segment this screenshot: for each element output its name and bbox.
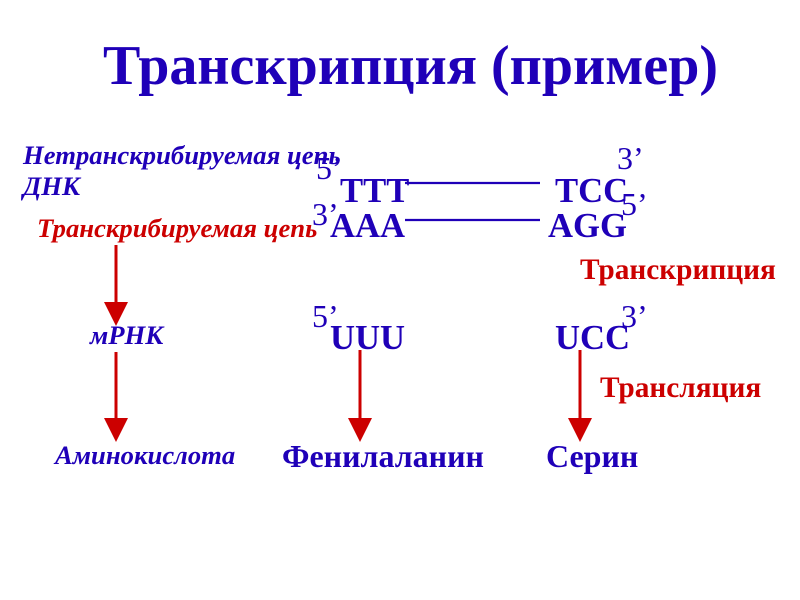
codon-ttt: TTT	[340, 172, 409, 211]
label-translation: Трансляция	[600, 372, 761, 405]
prime-5-top-left: 5’	[316, 150, 343, 187]
codon-aaa: AAA	[330, 207, 405, 246]
codon-tcc: TCC	[555, 172, 628, 211]
page-title: Транскрипция (пример)	[103, 34, 718, 98]
prime-3-mid-left: 3’	[312, 196, 339, 233]
label-nontranscribed-line1: Нетранскрибируемая цепь	[23, 140, 341, 170]
label-transcribed: Транскрибируемая цепь	[37, 213, 317, 244]
codon-uuu: UUU	[330, 319, 405, 358]
label-mrna: мРНК	[90, 320, 163, 351]
aa-serine: Серин	[546, 438, 638, 475]
prime-5-mid-right: 5’	[621, 186, 648, 223]
label-nontranscribed: Нетранскрибируемая цепь ДНК	[23, 140, 341, 202]
label-transcription: Транскрипция	[580, 254, 776, 287]
codon-ucc: UCC	[555, 319, 630, 358]
prime-3-top-right: 3’	[617, 140, 644, 177]
codon-agg: AGG	[548, 207, 627, 246]
prime-3-mrna-right: 3’	[621, 298, 648, 335]
prime-5-mrna-left: 5’	[312, 298, 339, 335]
label-nontranscribed-line2: ДНК	[23, 171, 80, 201]
aa-phenylalanine: Фенилаланин	[282, 438, 484, 475]
label-aminoacid: Аминокислота	[55, 440, 235, 471]
